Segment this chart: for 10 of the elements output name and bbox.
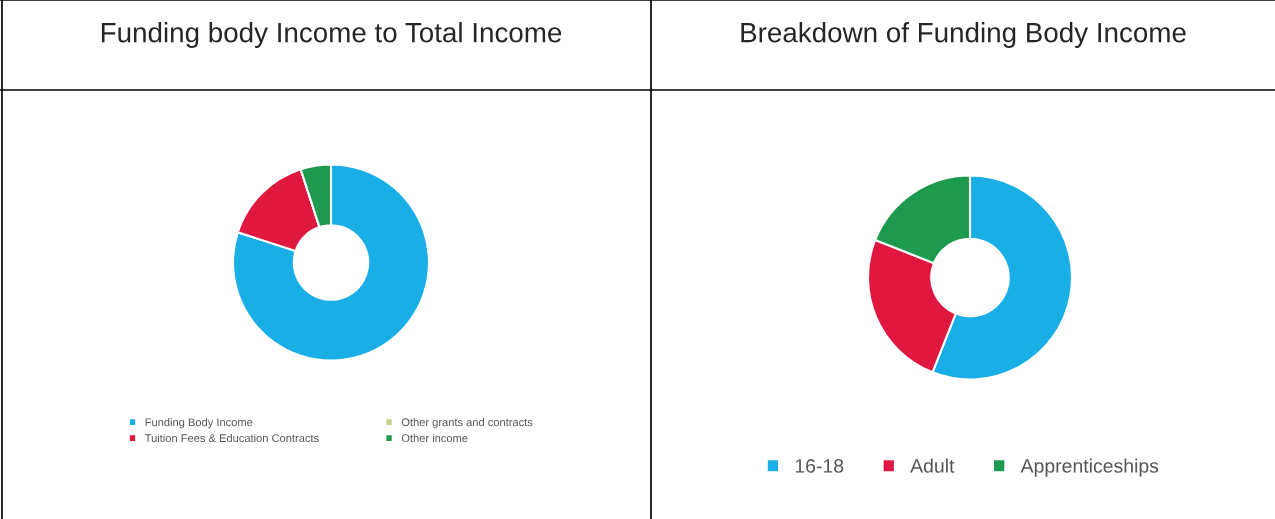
donut-slice [231,163,431,362]
legend-label: Tuition Fees & Education Contracts [144,433,319,443]
legend-label: Apprenticeships [1020,458,1159,477]
chart-title: Funding body Income to Total Income [101,22,562,48]
legend-label: Adult [910,458,955,473]
legend-label: Funding Body Income [145,418,253,429]
chart-title: Breakdown of Funding Body Income [741,22,1186,48]
legend-label: 16-18 [795,459,844,473]
legend-label: Other income [401,433,468,443]
legend-label: Other grants and contracts [401,418,533,429]
